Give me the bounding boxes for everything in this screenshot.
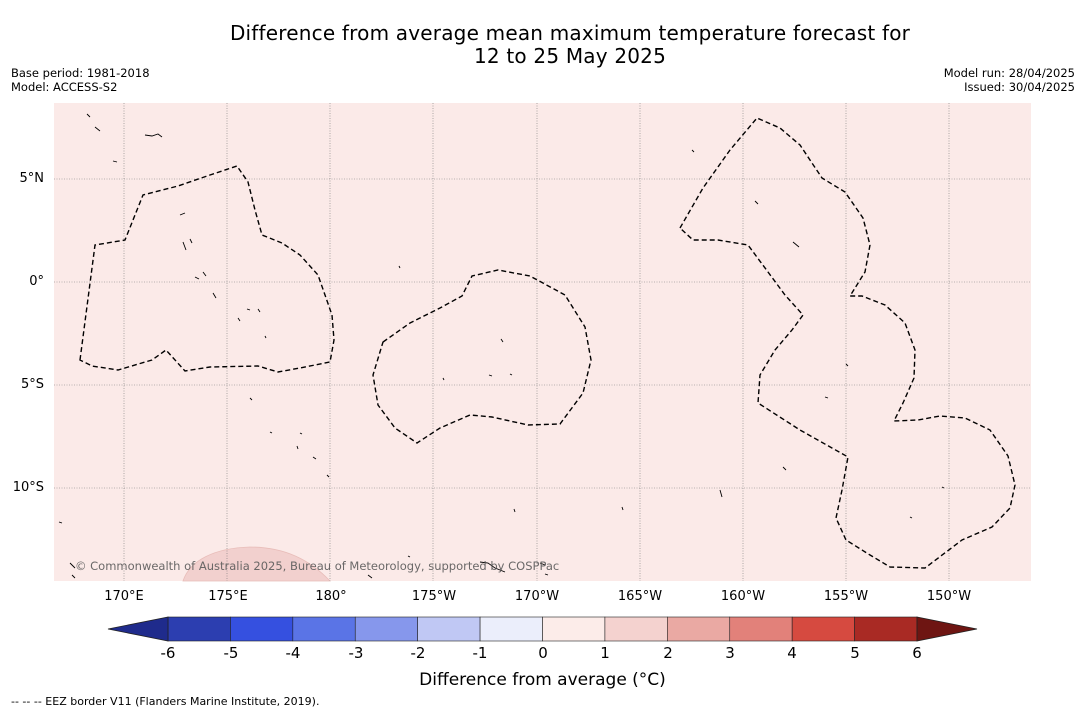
colorbar-tick: 1 — [600, 644, 610, 662]
island-group-phoenix — [398, 265, 513, 381]
island-group-line — [691, 149, 849, 498]
colorbar-segment — [667, 616, 731, 642]
colorbar-tick: -3 — [348, 644, 364, 662]
map-area — [54, 103, 1031, 581]
lon-label-155w: 155°W — [823, 589, 869, 604]
colorbar-segment — [354, 616, 418, 642]
model-name: Model: ACCESS-S2 — [11, 80, 118, 94]
eez-border-phoenix — [372, 269, 592, 444]
lon-label-165w: 165°W — [617, 589, 663, 604]
colorbar-tick: -6 — [160, 644, 176, 662]
colorbar-segment — [230, 616, 294, 642]
lon-label-175e: 175°E — [208, 589, 248, 604]
colorbar-tick: -4 — [285, 644, 301, 662]
island-group-south — [58, 397, 945, 579]
lon-label-170w: 170°W — [514, 589, 560, 604]
lon-label-180: 180° — [315, 589, 347, 604]
colorbar-tick: -5 — [223, 644, 239, 662]
colorbar-tick: 6 — [912, 644, 922, 662]
base-period: Base period: 1981-2018 — [11, 66, 150, 80]
colorbar-segment — [604, 616, 668, 642]
lat-label-5n: 5°N — [19, 171, 45, 186]
lon-label-175w: 175°W — [411, 589, 457, 604]
colorbar-tick: 3 — [725, 644, 735, 662]
colorbar-segment — [167, 616, 231, 642]
colorbar-segment — [729, 616, 793, 642]
colorbar-tick: 0 — [538, 644, 548, 662]
issued-date: Issued: 30/04/2025 — [964, 80, 1075, 94]
islands — [58, 113, 945, 579]
lon-label-160w: 160°W — [720, 589, 766, 604]
title-line-1: Difference from average mean maximum tem… — [229, 21, 911, 45]
colorbar-segment — [542, 616, 606, 642]
colorbar-segment — [292, 616, 356, 642]
colorbar-tick: -1 — [472, 644, 488, 662]
colorbar-segment — [417, 616, 481, 642]
eez-border-tuvalu — [79, 165, 335, 373]
run-info: Model run: 28/04/2025 Issued: 30/04/2025 — [944, 66, 1075, 94]
colorbar-segment — [791, 616, 855, 642]
warm-anomaly-patch — [182, 546, 331, 582]
colorbar-tick: -2 — [410, 644, 426, 662]
island-group-north — [86, 113, 267, 339]
colorbar-tick: 2 — [663, 644, 673, 662]
lat-label-10s: 10°S — [12, 480, 44, 495]
eez-legend-note: -- -- -- EEZ border V11 (Flanders Marine… — [11, 695, 320, 708]
lat-label-0: 0° — [29, 274, 44, 289]
lat-label-5s: 5°S — [20, 377, 44, 392]
colorbar-min-arrow — [107, 616, 169, 642]
lon-label-150w: 150°W — [926, 589, 972, 604]
model-info: Base period: 1981-2018 Model: ACCESS-S2 — [11, 66, 150, 94]
gridlines — [54, 103, 1031, 581]
colorbar-segment — [854, 616, 918, 642]
eez-border-line-islands — [679, 117, 1016, 569]
colorbar-label: Difference from average (°C) — [419, 670, 666, 690]
colorbar-segment — [479, 616, 543, 642]
colorbar-tick: 4 — [787, 644, 797, 662]
lon-label-170e: 170°E — [104, 589, 144, 604]
model-run: Model run: 28/04/2025 — [943, 66, 1075, 80]
colorbar-max-arrow — [916, 616, 978, 642]
colorbar-tick: 5 — [850, 644, 860, 662]
copyright-notice: © Commonwealth of Australia 2025, Bureau… — [75, 559, 560, 573]
title-line-2: 12 to 25 May 2025 — [473, 44, 667, 68]
